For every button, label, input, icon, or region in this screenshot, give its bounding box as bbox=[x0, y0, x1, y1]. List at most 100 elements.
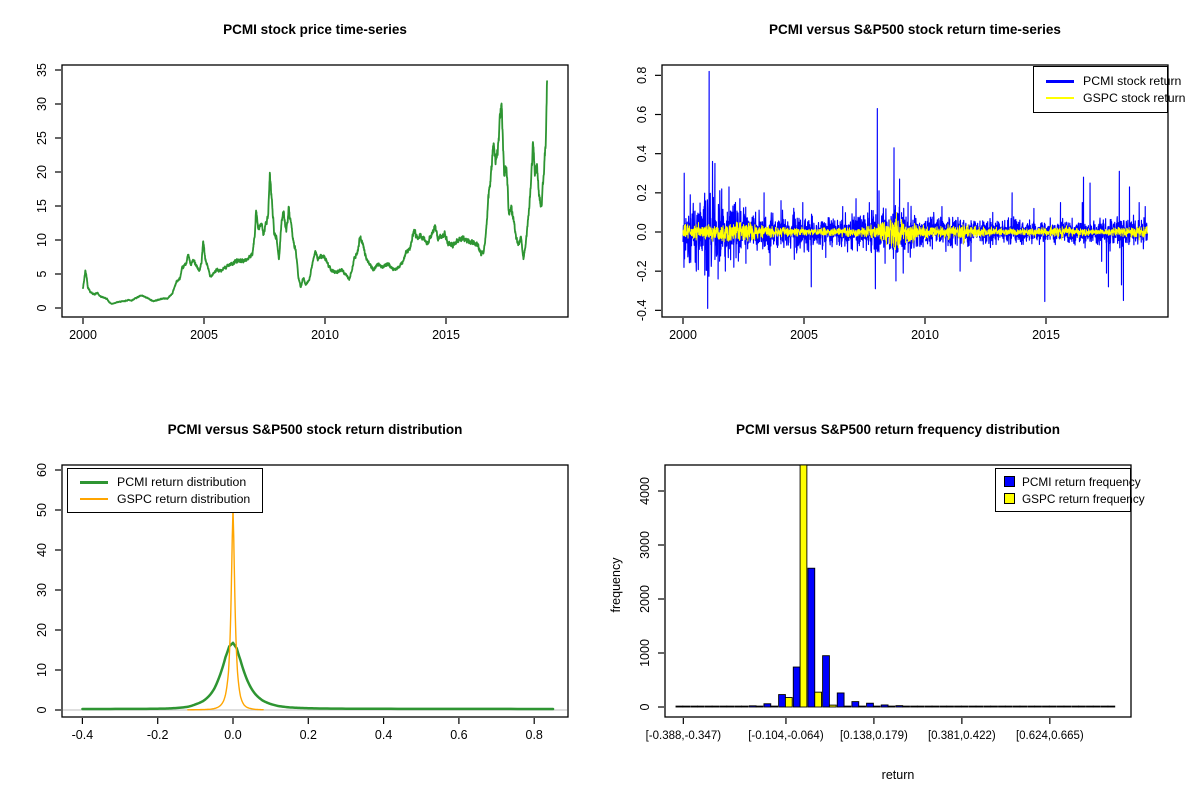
gspc-bar bbox=[1092, 705, 1101, 708]
histogram-legend: PCMI return frequency GSPC return freque… bbox=[995, 468, 1145, 512]
pcmi-return-line-swatch bbox=[1046, 79, 1074, 83]
pcmi-bar bbox=[763, 703, 772, 708]
gspc-bar bbox=[1048, 705, 1057, 708]
gspc-bar bbox=[946, 705, 954, 708]
y-tick-label: 50 bbox=[35, 503, 49, 517]
gspc-bar bbox=[799, 464, 808, 708]
pcmi-bar bbox=[866, 702, 874, 708]
pcmi-bar bbox=[1086, 705, 1094, 708]
gspc-bar bbox=[755, 705, 764, 708]
pcmi-price-line bbox=[82, 80, 548, 305]
price-chart-canvas: 2000 2005 2010 2015 0 5 10 15 20 25 30 35 bbox=[35, 63, 569, 342]
legend-label: GSPC return frequency bbox=[1022, 491, 1145, 506]
gspc-bar bbox=[740, 705, 749, 708]
pcmi-bar bbox=[1012, 705, 1021, 708]
y-tick-label: 0.8 bbox=[635, 67, 649, 84]
gspc-bar bbox=[1034, 705, 1042, 708]
pcmi-bar bbox=[1100, 705, 1109, 708]
gspc-bar bbox=[858, 705, 866, 708]
x-tick-label: -0.2 bbox=[147, 728, 169, 742]
legend-entry-gspc-return: GSPC stock return bbox=[1046, 91, 1186, 105]
pcmi-bar bbox=[1042, 705, 1050, 708]
density-chart-panel: -0.4 -0.2 0.0 0.2 0.4 0.6 0.8 0 10 20 30 40 50 60 PCM… bbox=[0, 400, 600, 800]
gspc-bar bbox=[1107, 705, 1116, 708]
pcmi-bar bbox=[939, 705, 948, 708]
returns-legend: PCMI stock return GSPC stock return bbox=[1033, 66, 1186, 113]
x-tick-label: 2005 bbox=[790, 328, 818, 342]
y-tick-label: 35 bbox=[35, 63, 49, 77]
y-tick-label: 30 bbox=[35, 97, 49, 111]
histogram-y-axis-label: frequency bbox=[609, 557, 623, 613]
gspc-bar bbox=[726, 705, 735, 708]
histogram-chart-panel: 0 1000 2000 3000 4000 [-0.388,-0.347) [-0.104,… bbox=[600, 400, 1200, 800]
gspc-bar bbox=[1019, 705, 1028, 708]
pcmi-density-curve bbox=[81, 641, 555, 711]
pcmi-bar bbox=[734, 705, 742, 708]
pcmi-bar bbox=[924, 705, 933, 708]
pcmi-bar bbox=[1071, 705, 1080, 708]
x-tick-label: 0.6 bbox=[450, 728, 467, 742]
x-tick-label: [0.624,0.665) bbox=[1016, 730, 1084, 742]
pcmi-bar bbox=[983, 705, 992, 708]
pcmi-bar bbox=[836, 692, 845, 708]
gspc-bar bbox=[1063, 705, 1072, 708]
y-tick-label: 25 bbox=[35, 131, 49, 145]
x-tick-label: [-0.104,-0.064) bbox=[748, 730, 824, 742]
pcmi-bar bbox=[895, 705, 904, 708]
y-tick-label: 60 bbox=[35, 463, 49, 477]
y-tick-label: 40 bbox=[35, 543, 49, 557]
legend-entry-pcmi-frequency: PCMI return frequency bbox=[1004, 475, 1141, 489]
pcmi-bar bbox=[998, 705, 1006, 708]
y-tick-label: 0.6 bbox=[635, 106, 649, 123]
y-tick-label: 30 bbox=[35, 583, 49, 597]
gspc-bar bbox=[814, 691, 822, 708]
x-tick-label: 2010 bbox=[911, 328, 939, 342]
gspc-bar bbox=[902, 705, 910, 708]
returns-chart-panel: 2000 2005 2010 2015 -0.4 -0.2 0.0 0.2 0.4 0.6 0.8 … bbox=[600, 0, 1200, 400]
x-tick-label: 0.8 bbox=[526, 728, 543, 742]
y-tick-label: 0 bbox=[35, 706, 49, 713]
y-tick-label: 10 bbox=[35, 233, 49, 247]
density-chart-title: PCMI versus S&P500 stock return distribu… bbox=[167, 422, 463, 437]
y-tick-label: 1000 bbox=[638, 639, 652, 667]
y-tick-label: 4000 bbox=[638, 477, 652, 505]
pcmi-bar bbox=[748, 705, 757, 708]
plot-box bbox=[61, 464, 569, 718]
density-legend: PCMI return distribution GSPC return dis… bbox=[67, 468, 263, 513]
gspc-bar bbox=[711, 705, 720, 708]
pcmi-bar bbox=[807, 567, 816, 708]
y-tick-label: 2000 bbox=[638, 585, 652, 613]
legend-label: PCMI return frequency bbox=[1022, 474, 1141, 489]
plot-box bbox=[664, 464, 1132, 718]
x-tick-label: -0.4 bbox=[72, 728, 94, 742]
y-tick-label: 0.2 bbox=[635, 184, 649, 201]
gspc-bar bbox=[697, 705, 705, 708]
histogram-gspc-bars bbox=[682, 464, 1116, 708]
y-tick-label: 20 bbox=[35, 165, 49, 179]
y-tick-label: 0.0 bbox=[635, 223, 649, 240]
gspc-bar bbox=[828, 704, 837, 708]
y-tick-label: 20 bbox=[35, 623, 49, 637]
returns-chart-canvas: 2000 2005 2010 2015 -0.4 -0.2 0.0 0.2 0.4 0.6 0.8 bbox=[635, 64, 1169, 342]
price-chart-title: PCMI stock price time-series bbox=[223, 22, 407, 37]
legend-entry-pcmi-return: PCMI stock return bbox=[1046, 74, 1181, 88]
pcmi-bar bbox=[704, 705, 713, 708]
plot-box bbox=[61, 64, 569, 318]
pcmi-bar bbox=[954, 705, 962, 708]
pcmi-bar bbox=[1056, 705, 1065, 708]
y-tick-label: 3000 bbox=[638, 531, 652, 559]
x-tick-label: 2005 bbox=[190, 328, 218, 342]
x-tick-label: 2000 bbox=[69, 328, 97, 342]
x-tick-label: [0.381,0.422) bbox=[928, 730, 996, 742]
price-chart-panel: 2000 2005 2010 2015 0 5 10 15 20 25 30 35 PCMI stoc… bbox=[0, 0, 600, 400]
legend-entry-gspc-frequency: GSPC return frequency bbox=[1004, 492, 1145, 506]
returns-chart-title: PCMI versus S&P500 stock return time-ser… bbox=[769, 22, 1061, 37]
histogram-x-axis-label: return bbox=[881, 768, 915, 782]
gspc-bar bbox=[872, 705, 881, 708]
gspc-frequency-square-swatch bbox=[1004, 493, 1015, 504]
x-tick-label: 0.0 bbox=[224, 728, 241, 742]
pcmi-bar bbox=[851, 701, 860, 708]
gspc-density-curve bbox=[187, 507, 264, 711]
y-axis: 0 1000 2000 3000 4000 bbox=[638, 477, 664, 710]
x-tick-label: 2000 bbox=[669, 328, 697, 342]
